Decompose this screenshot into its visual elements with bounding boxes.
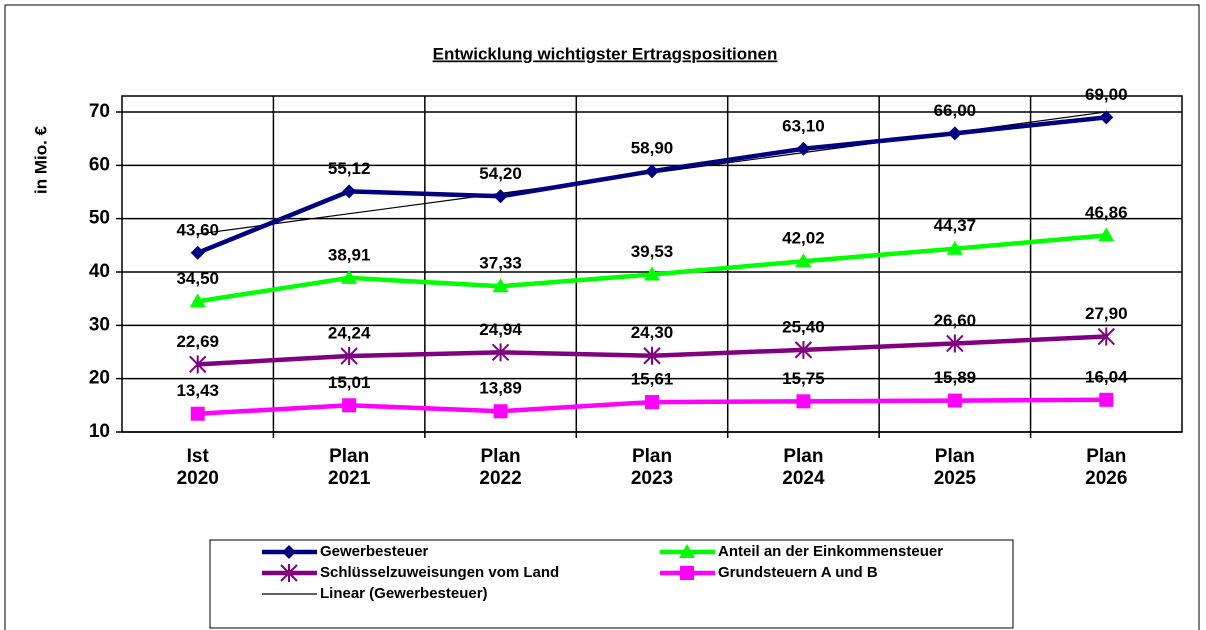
legend-label: Linear (Gewerbesteuer) [320, 585, 488, 602]
legend-box [209, 539, 1014, 629]
marker [1099, 110, 1114, 125]
data-label: 55,12 [328, 159, 371, 178]
marker [493, 404, 508, 419]
marker [796, 394, 811, 409]
x-tick-label: Plan 2026 [1085, 446, 1128, 489]
y-tick-label: 60 [89, 154, 110, 175]
x-tick-label: Plan 2025 [933, 446, 976, 489]
marker [643, 346, 661, 365]
marker [341, 269, 358, 284]
marker [645, 164, 659, 179]
data-label: 15,75 [782, 369, 825, 388]
legend-label: Gewerbesteuer [320, 543, 429, 560]
y-axis-label: in Mio. € [31, 125, 50, 194]
y-tick-label: 70 [89, 101, 110, 122]
marker [190, 245, 205, 260]
marker [947, 126, 962, 141]
data-label: 54,20 [479, 164, 522, 183]
marker [795, 253, 812, 268]
data-label: 58,90 [631, 139, 674, 158]
marker [946, 240, 963, 255]
x-tick-label: Plan 2022 [479, 446, 522, 489]
legend-label: Grundsteuern A und B [718, 564, 878, 581]
legend-label: Schlüsselzuweisungen vom Land [320, 564, 559, 581]
data-label: 69,00 [1085, 85, 1128, 104]
y-tick-label: 20 [89, 368, 110, 389]
data-label: 66,00 [934, 101, 977, 120]
marker [794, 340, 813, 359]
marker [644, 266, 660, 281]
marker [1099, 392, 1114, 407]
data-label: 15,89 [934, 368, 977, 387]
legend-label: Anteil an der Einkommensteuer [718, 543, 943, 560]
x-tick-label: Plan 2023 [630, 446, 674, 489]
marker [1097, 327, 1115, 346]
marker [492, 278, 509, 293]
legend-marker [282, 545, 296, 559]
marker [1098, 227, 1115, 242]
data-label: 44,37 [934, 216, 977, 235]
marker [189, 355, 207, 374]
legend-marker [680, 566, 694, 580]
data-label: 16,04 [1085, 367, 1128, 386]
y-tick-label: 40 [89, 261, 110, 282]
data-label: 37,33 [479, 254, 522, 273]
x-tick-label: Plan 2021 [328, 446, 371, 489]
data-label: 13,89 [479, 379, 522, 398]
data-label: 39,53 [631, 242, 674, 261]
data-label: 63,10 [782, 116, 825, 135]
data-label: 25,40 [782, 317, 825, 336]
marker [340, 347, 358, 366]
marker [342, 184, 357, 199]
marker [947, 393, 962, 408]
marker [190, 406, 205, 421]
data-label: 15,01 [328, 373, 371, 392]
marker [342, 398, 357, 413]
data-label: 22,69 [176, 332, 219, 351]
y-tick-label: 30 [89, 314, 110, 335]
x-tick-label: Ist 2020 [176, 446, 219, 489]
marker [796, 141, 811, 156]
data-label: 34,50 [176, 269, 219, 288]
chart-title: Entwicklung wichtigster Ertragspositione… [433, 44, 778, 63]
data-label: 24,24 [328, 324, 371, 343]
data-label: 46,86 [1085, 203, 1128, 222]
data-label: 15,61 [631, 370, 674, 389]
data-label: 42,02 [782, 229, 825, 248]
y-tick-label: 50 [89, 208, 110, 229]
marker [946, 334, 964, 353]
data-label: 27,90 [1085, 304, 1128, 323]
data-label: 43,60 [176, 220, 219, 239]
legend-marker [679, 544, 695, 558]
marker [645, 395, 659, 410]
y-tick-label: 10 [89, 421, 110, 442]
legend-marker [280, 564, 298, 582]
data-label: 13,43 [176, 381, 219, 400]
chart-frame [4, 4, 1200, 630]
data-label: 26,60 [934, 311, 977, 330]
marker [493, 189, 508, 204]
data-label: 38,91 [328, 245, 371, 264]
data-label: 24,94 [479, 320, 522, 339]
marker [491, 343, 510, 362]
x-tick-label: Plan 2024 [782, 446, 825, 489]
data-label: 24,30 [631, 323, 674, 342]
marker [189, 293, 206, 308]
